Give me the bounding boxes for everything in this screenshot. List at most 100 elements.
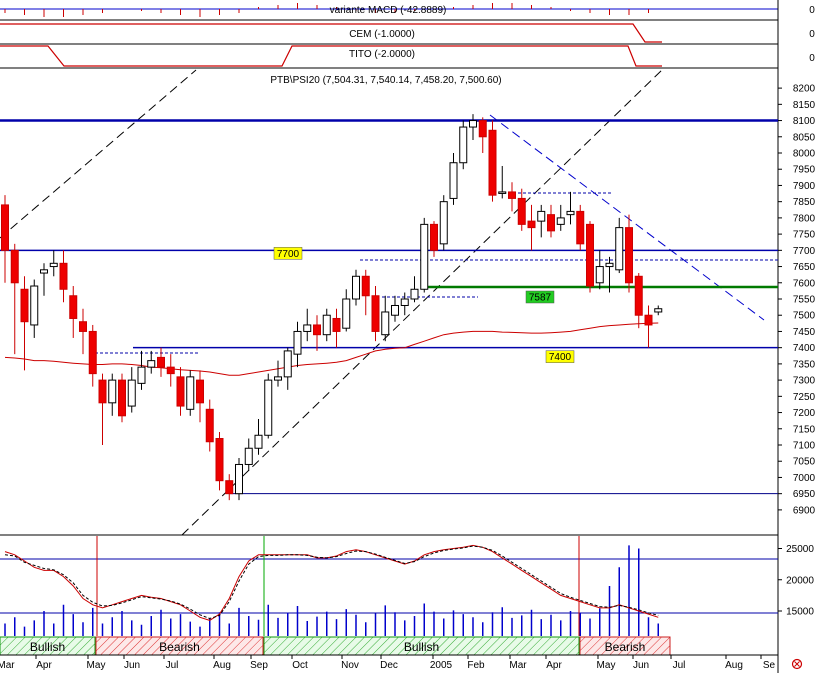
candle-body <box>157 356 165 368</box>
candle-body <box>615 227 624 271</box>
candle-body <box>459 126 468 164</box>
tito-panel: TITO (-2.0000) 0 <box>0 45 815 69</box>
candle-body <box>283 350 292 378</box>
volume-signal-line <box>4 545 659 620</box>
trend-band: Bullish Bearish Bullish Bearish <box>0 636 671 656</box>
candle-body <box>254 434 263 449</box>
candle-body <box>361 275 370 297</box>
x-axis: Mar Apr May Jun Jul Aug Sep Oct Nov Dec 2005 Feb Mar… <box>0 654 778 671</box>
tito-value: 0 <box>809 53 815 64</box>
candle-body <box>205 408 214 443</box>
candle-body <box>527 220 536 229</box>
price-tick-label: 7000 <box>793 473 816 484</box>
price-tick-label: 6950 <box>793 489 816 500</box>
candle-body <box>322 314 331 336</box>
candle-body <box>166 366 175 375</box>
candle-body <box>79 321 87 332</box>
price-tick-label: 7900 <box>793 181 816 192</box>
candle-body <box>352 275 360 300</box>
candle-body <box>381 311 390 336</box>
price-tick-label: 7450 <box>793 327 816 338</box>
candle-body <box>49 262 58 268</box>
cem-value: 0 <box>809 29 815 40</box>
candle-body <box>498 191 507 194</box>
x-tick-label: May <box>597 660 616 671</box>
price-tick-label: 7200 <box>793 408 816 419</box>
x-tick-label: Aug <box>213 660 231 671</box>
x-tick-label: Jul <box>166 660 179 671</box>
tito-title: TITO (-2.0000) <box>349 49 415 60</box>
candle-body <box>127 379 136 407</box>
candle-body <box>88 330 97 375</box>
candle-body <box>654 308 663 313</box>
volume-tick-label: 25000 <box>786 544 814 555</box>
candle-body <box>98 379 107 404</box>
candle-body <box>634 275 643 316</box>
level-label: 7587 <box>529 292 552 303</box>
candle-body <box>303 324 312 332</box>
cem-line <box>0 23 662 43</box>
price-tick-label: 8000 <box>793 149 816 160</box>
candle-body <box>420 223 429 290</box>
candle-body <box>410 288 419 300</box>
candle-body <box>293 330 302 355</box>
candle-body <box>439 201 448 245</box>
candle-body <box>342 298 351 329</box>
macd-panel: variante MACD (-42.8889) 0 <box>0 3 815 21</box>
x-tick-label: Apr <box>546 660 562 671</box>
band-label: Bearish <box>605 640 646 654</box>
x-tick-label: Aug <box>725 660 743 671</box>
candle-body <box>556 217 565 225</box>
x-tick-label: Oct <box>292 660 308 671</box>
x-tick-label: 2005 <box>430 660 453 671</box>
price-tick-label: 7250 <box>793 392 816 403</box>
price-tick-label: 7350 <box>793 359 816 370</box>
x-tick-label: Mar <box>0 660 15 671</box>
price-tick-label: 7050 <box>793 457 816 468</box>
price-tick-label: 7800 <box>793 213 816 224</box>
candle-body <box>371 295 380 332</box>
price-tick-label: 6900 <box>793 505 816 516</box>
candle-body <box>391 304 399 316</box>
tito-line <box>0 45 662 67</box>
candle-body <box>537 210 546 222</box>
band-label: Bearish <box>159 640 200 654</box>
candle-body <box>625 227 633 284</box>
cem-panel: CEM (-1.0000) 0 <box>0 23 815 45</box>
band-label: Bullish <box>30 640 65 654</box>
candle-body <box>644 314 653 326</box>
macd-title: variante MACD (-42.8889) <box>330 5 447 16</box>
candle-body <box>225 480 234 495</box>
candle-body <box>59 262 68 290</box>
x-tick-label: Feb <box>467 660 485 671</box>
candle-body <box>215 438 224 482</box>
candle-body <box>449 162 458 199</box>
volume-tick-label: 15000 <box>786 607 814 618</box>
x-tick-label: Se <box>763 660 776 671</box>
price-tick-label: 7850 <box>793 197 816 208</box>
volume-tick-label: 20000 <box>786 575 814 586</box>
candle-body <box>40 269 48 274</box>
moving-average-line <box>4 322 659 376</box>
candle-body <box>30 285 39 326</box>
x-tick-label: May <box>87 660 106 671</box>
candle-body <box>517 197 526 225</box>
candle-body <box>176 376 185 407</box>
candle-body <box>147 360 156 368</box>
price-tick-label: 7750 <box>793 230 816 241</box>
level-label-box <box>273 247 303 260</box>
level-label-box <box>525 290 555 304</box>
price-tick-label: 8200 <box>793 84 816 95</box>
price-tick-label: 7700 <box>793 246 816 257</box>
price-panel: PTB\PSI20 (7,504.31, 7,540.14, 7,458.20,… <box>0 69 816 536</box>
price-tick-label: 8150 <box>793 100 816 111</box>
close-circle-icon[interactable] <box>791 658 803 670</box>
candle-body <box>605 262 614 268</box>
candle-body <box>586 223 594 287</box>
candle-body <box>235 463 243 495</box>
price-tick-label: 8050 <box>793 132 816 143</box>
candle-body <box>186 376 195 410</box>
cem-title: CEM (-1.0000) <box>349 29 415 40</box>
x-tick-label: Sep <box>250 660 268 671</box>
trendline-upper-left <box>0 69 197 239</box>
